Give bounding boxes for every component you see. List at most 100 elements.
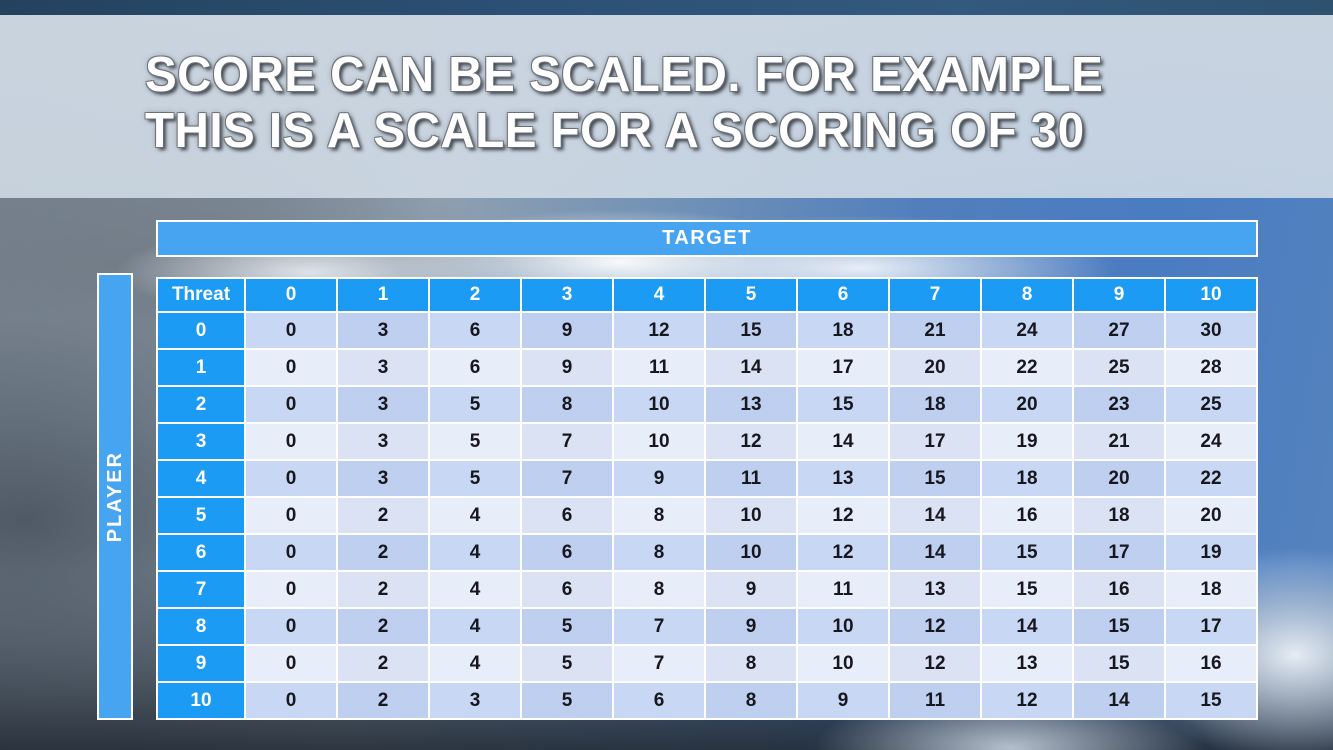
score-cell: 14 [798,424,888,459]
score-cell: 13 [798,461,888,496]
score-cell: 3 [338,387,428,422]
target-axis-header: TARGET [156,220,1258,257]
score-cell: 12 [706,424,796,459]
score-cell: 0 [246,461,336,496]
score-cell: 7 [522,461,612,496]
score-cell: 11 [614,350,704,385]
column-header-cell: 5 [706,279,796,311]
score-cell: 6 [522,535,612,570]
score-cell: 7 [614,609,704,644]
score-cell: 6 [522,572,612,607]
score-cell: 4 [430,572,520,607]
score-cell: 14 [890,498,980,533]
score-cell: 0 [246,387,336,422]
score-cell: 22 [982,350,1072,385]
score-cell: 4 [430,646,520,681]
score-cell: 15 [1074,646,1164,681]
score-cell: 0 [246,350,336,385]
score-cell: 18 [982,461,1072,496]
score-cell: 20 [982,387,1072,422]
score-cell: 18 [798,313,888,348]
score-cell: 0 [246,609,336,644]
score-cell: 5 [522,646,612,681]
score-cell: 28 [1166,350,1256,385]
row-header-cell: 2 [158,387,244,422]
row-header-cell: 10 [158,683,244,718]
score-cell: 2 [338,498,428,533]
score-cell: 2 [338,646,428,681]
score-cell: 12 [982,683,1072,718]
score-cell: 25 [1074,350,1164,385]
column-header-cell: 0 [246,279,336,311]
score-cell: 9 [706,609,796,644]
score-cell: 0 [246,683,336,718]
score-cell: 2 [338,683,428,718]
player-axis-header: PLAYER [97,273,133,720]
score-cell: 10 [614,387,704,422]
score-cell: 16 [982,498,1072,533]
score-cell: 16 [1166,646,1256,681]
player-axis-label: PLAYER [103,450,126,543]
score-cell: 14 [890,535,980,570]
slide-title-line-2: THIS IS A SCALE FOR A SCORING OF 30 [145,104,1085,158]
score-cell: 15 [890,461,980,496]
column-header-cell: 4 [614,279,704,311]
score-cell: 21 [1074,424,1164,459]
score-cell: 8 [614,572,704,607]
score-cell: 10 [614,424,704,459]
score-cell: 5 [430,387,520,422]
score-cell: 9 [522,313,612,348]
score-cell: 14 [706,350,796,385]
slide-title: SCORE CAN BE SCALED. FOR EXAMPLE THIS IS… [145,47,1261,159]
score-cell: 30 [1166,313,1256,348]
score-cell: 0 [246,498,336,533]
score-cell: 18 [1166,572,1256,607]
score-cell: 18 [890,387,980,422]
score-cell: 14 [982,609,1072,644]
score-cell: 6 [430,350,520,385]
score-cell: 16 [1074,572,1164,607]
score-cell: 20 [1166,498,1256,533]
row-header-cell: 7 [158,572,244,607]
score-cell: 3 [338,461,428,496]
score-cell: 0 [246,313,336,348]
score-cell: 13 [706,387,796,422]
column-header-cell: 7 [890,279,980,311]
score-cell: 22 [1166,461,1256,496]
row-header-cell: 9 [158,646,244,681]
score-cell: 19 [982,424,1072,459]
score-cell: 5 [522,683,612,718]
score-cell: 0 [246,535,336,570]
score-cell: 19 [1166,535,1256,570]
score-cell: 4 [430,498,520,533]
score-cell: 0 [246,572,336,607]
score-cell: 12 [798,535,888,570]
score-cell: 11 [706,461,796,496]
row-header-cell: 6 [158,535,244,570]
score-cell: 6 [522,498,612,533]
score-cell: 13 [982,646,1072,681]
column-header-cell: 2 [430,279,520,311]
score-cell: 3 [430,683,520,718]
score-cell: 8 [706,646,796,681]
column-header-cell: 6 [798,279,888,311]
score-cell: 9 [522,350,612,385]
score-cell: 10 [798,609,888,644]
score-cell: 9 [706,572,796,607]
score-cell: 2 [338,609,428,644]
score-cell: 2 [338,572,428,607]
score-table: Threat 0 1 2 3 4 5 6 7 8 9 10 0 0 3 6 9 12 15 18 21 24 27 30 1 0 3… [156,277,1258,720]
score-cell: 12 [614,313,704,348]
score-cell: 5 [430,424,520,459]
score-cell: 15 [1074,609,1164,644]
score-cell: 5 [430,461,520,496]
column-header-cell: 9 [1074,279,1164,311]
score-cell: 0 [246,424,336,459]
score-cell: 10 [798,646,888,681]
score-cell: 18 [1074,498,1164,533]
score-cell: 6 [430,313,520,348]
score-cell: 17 [890,424,980,459]
score-cell: 15 [982,535,1072,570]
row-header-cell: 8 [158,609,244,644]
score-cell: 15 [706,313,796,348]
